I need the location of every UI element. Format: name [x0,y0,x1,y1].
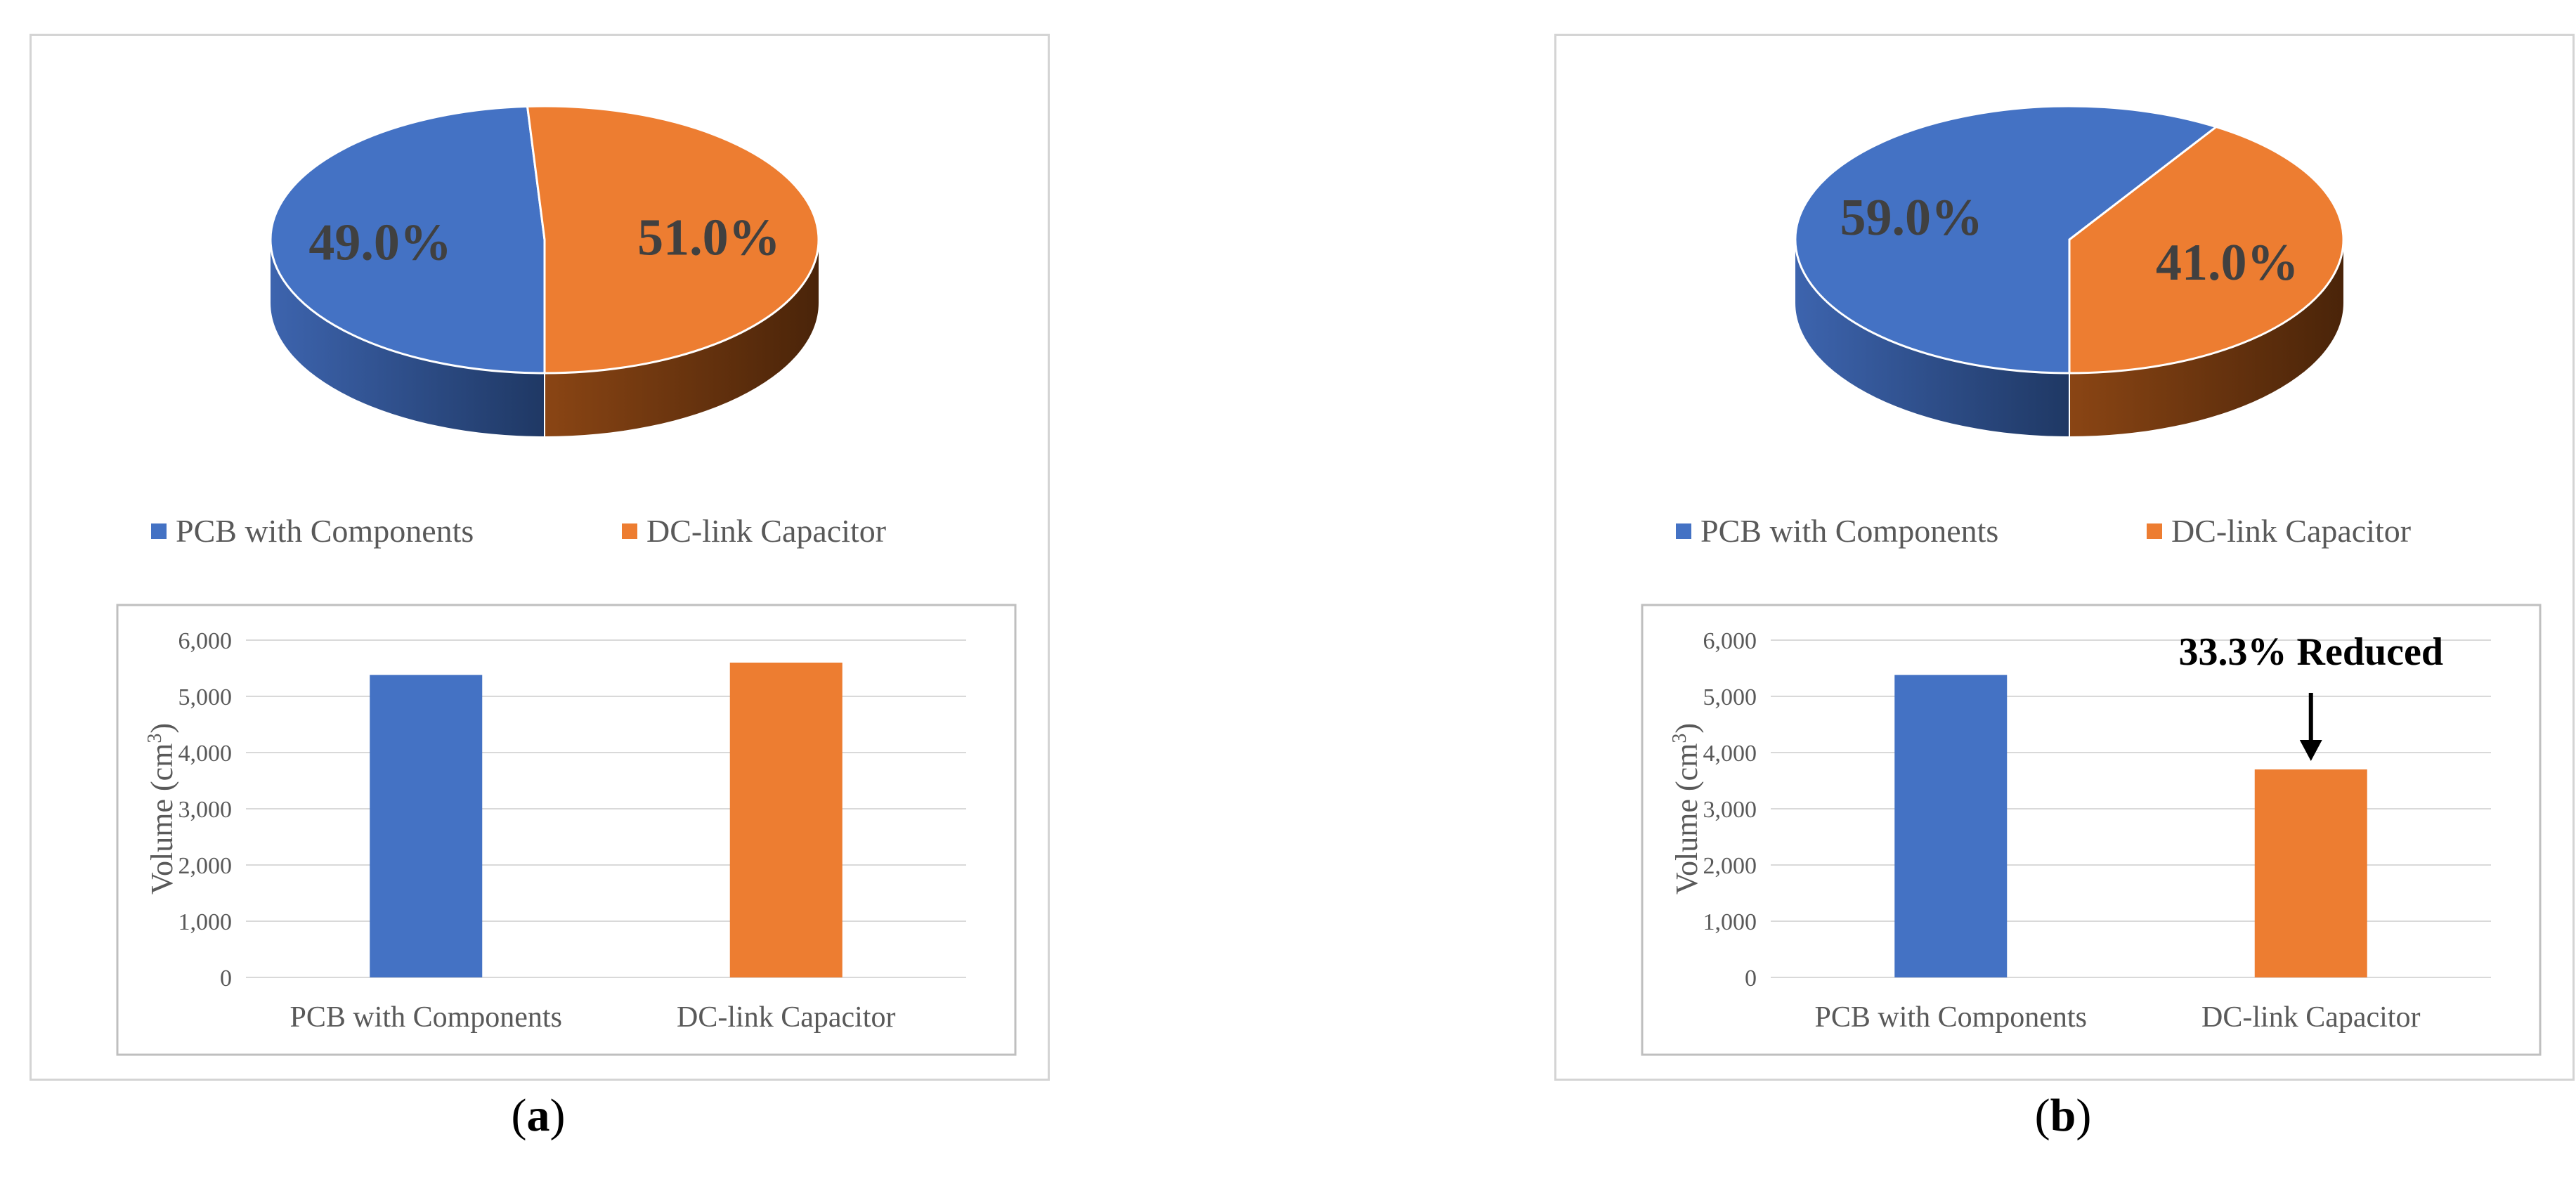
pie-side-dc [2069,240,2343,436]
y-axis-title: Volume (cm3) [144,723,179,894]
y-tick-label: 6,000 [178,628,233,654]
legend-swatch-dc [622,523,637,539]
y-tick-label: 1,000 [178,909,233,935]
legend-swatch-dc [2147,523,2162,539]
x-category-label: DC-link Capacitor [677,1001,895,1034]
legend-label-pcb: PCB with Components [1700,513,1998,549]
x-category-label: PCB with Components [290,1001,562,1034]
panel-label-b-letter: b [2050,1090,2076,1141]
bar-dc [2254,769,2367,977]
y-tick-label: 5,000 [1703,684,1757,710]
bar-chart-frame [1641,604,2542,1056]
y-tick-label: 1,000 [1703,909,1757,935]
legend-swatch-pcb [151,523,167,539]
panel-label-a: (a) [511,1090,566,1141]
bar-chart-frame [116,604,1017,1056]
bar-dc [729,663,843,977]
y-tick-label: 6,000 [1703,628,1757,654]
y-tick-label: 3,000 [178,797,233,823]
pie-slice-dc [2068,125,2345,375]
pie-value-label-pcb: 59.0% [1840,189,1984,247]
bar-pcb [370,675,483,977]
pie-side-pcb [271,240,545,436]
y-tick-label: 2,000 [178,853,233,879]
panel-b: 59.0% 41.0% PCB with Components DC-link Cap… [1554,34,2575,1081]
pie-slice-pcb [1794,105,2219,375]
annotation-arrow-head [2299,740,2322,761]
pie-side-dc [545,240,819,436]
y-tick-label: 2,000 [1703,853,1757,879]
panel-a-figure: 49.0% 51.0% PCB with Components DC-link Cap… [116,105,1017,1056]
pie-slice-dc [526,105,820,375]
y-tick-label: 0 [1745,965,1757,991]
y-tick-label: 5,000 [178,684,233,710]
y-axis-title: Volume (cm3) [1669,723,1704,894]
pie-side-pcb [1795,240,2069,436]
legend-label-dc: DC-link Capacitor [646,513,886,549]
x-category-label: DC-link Capacitor [2201,1001,2420,1034]
panel-b-figure: 59.0% 41.0% PCB with Components DC-link Cap… [1641,105,2542,1056]
y-tick-label: 4,000 [1703,741,1757,767]
pie-value-label-dc: 51.0% [637,209,781,266]
pie-value-label-dc: 41.0% [2156,234,2299,292]
y-tick-label: 3,000 [1703,797,1757,823]
pie-value-label-pcb: 49.0% [308,214,452,272]
y-tick-label: 4,000 [178,741,233,767]
panel-label-b: (b) [2034,1090,2092,1141]
panel-a: 49.0% 51.0% PCB with Components DC-link Cap… [30,34,1050,1081]
legend-label-pcb: PCB with Components [176,513,474,549]
y-tick-label: 0 [220,965,232,991]
bar-pcb [1894,675,2008,977]
legend-swatch-pcb [1676,523,1691,539]
annotation-label: 33.3% Reduced [2179,630,2443,674]
panel-label-a-letter: a [526,1090,550,1141]
x-category-label: PCB with Components [1815,1001,2087,1034]
legend-label-dc: DC-link Capacitor [2171,513,2411,549]
pie-slice-pcb [269,105,546,375]
